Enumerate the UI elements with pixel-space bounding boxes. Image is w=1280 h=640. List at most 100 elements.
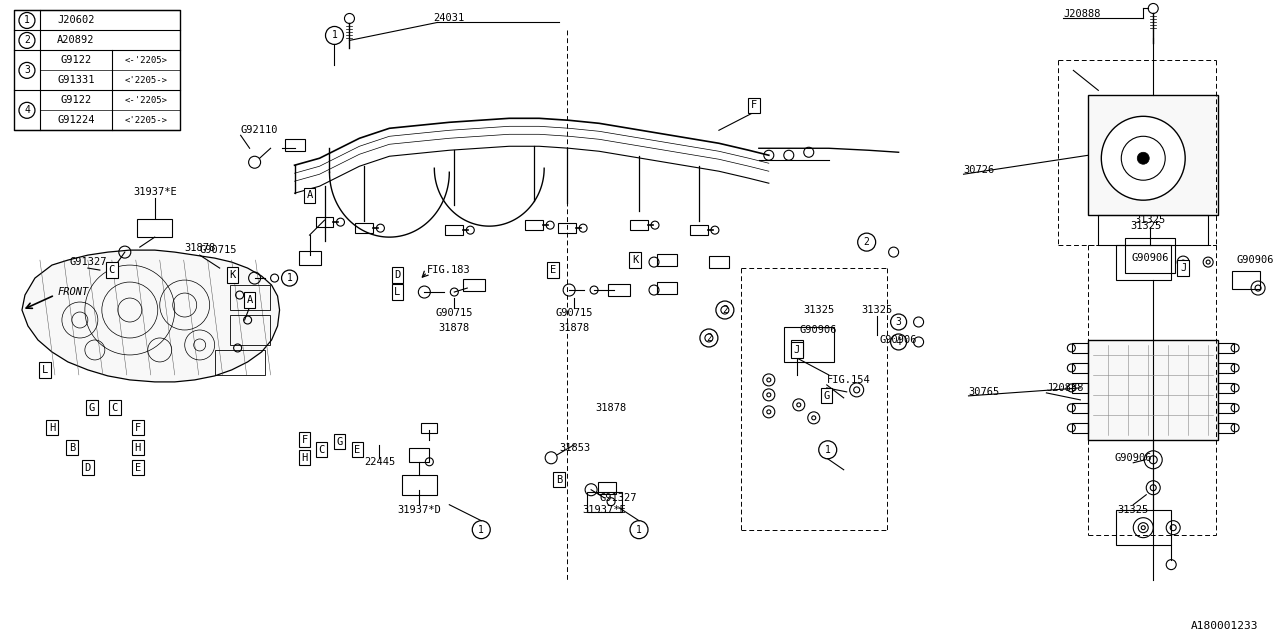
Bar — [1219, 343, 1234, 353]
Text: 4: 4 — [24, 106, 29, 115]
Bar — [630, 220, 648, 230]
Bar — [356, 223, 374, 233]
Text: C: C — [111, 403, 118, 413]
Bar — [1219, 423, 1234, 433]
Bar — [1116, 245, 1171, 280]
Text: 31937*E: 31937*E — [582, 505, 626, 515]
Text: 31325: 31325 — [803, 305, 835, 315]
Text: K: K — [229, 270, 236, 280]
Text: G91327: G91327 — [69, 257, 106, 267]
Text: L: L — [42, 365, 49, 375]
Text: 31325: 31325 — [861, 305, 892, 315]
Text: E: E — [550, 265, 557, 275]
Text: 1: 1 — [287, 273, 293, 283]
Bar — [1219, 363, 1234, 373]
Text: 30726: 30726 — [964, 165, 995, 175]
Text: FRONT: FRONT — [58, 287, 90, 297]
Text: G90715: G90715 — [200, 245, 237, 255]
Bar — [558, 223, 576, 233]
Text: J20602: J20602 — [58, 15, 95, 26]
Text: 31937*E: 31937*E — [133, 187, 177, 197]
Text: 31325: 31325 — [1117, 505, 1149, 515]
Bar — [586, 492, 622, 512]
Text: B: B — [69, 443, 76, 453]
Text: F: F — [750, 100, 756, 110]
Text: H: H — [301, 452, 307, 463]
Text: D: D — [394, 270, 401, 280]
Bar — [215, 350, 265, 375]
Circle shape — [1101, 116, 1185, 200]
Text: J: J — [794, 343, 800, 353]
Text: H: H — [134, 443, 141, 453]
Text: G91331: G91331 — [58, 76, 95, 85]
Text: K: K — [632, 255, 639, 265]
Text: H: H — [49, 423, 55, 433]
Text: 4: 4 — [896, 337, 901, 347]
Text: <-'2205>: <-'2205> — [124, 96, 168, 105]
Bar — [410, 448, 429, 462]
Text: F: F — [301, 435, 307, 445]
Bar — [1073, 403, 1088, 413]
Text: G9122: G9122 — [60, 95, 91, 106]
Text: 30765: 30765 — [969, 387, 1000, 397]
Text: FIG.183: FIG.183 — [428, 265, 471, 275]
Bar — [1088, 95, 1219, 215]
Text: A20892: A20892 — [58, 35, 95, 45]
Text: <'2205->: <'2205-> — [124, 76, 168, 85]
Text: E: E — [134, 463, 141, 473]
Bar — [14, 10, 179, 131]
Bar — [657, 282, 677, 294]
Text: G: G — [823, 391, 829, 401]
Text: G90906: G90906 — [879, 335, 918, 345]
Bar — [1073, 343, 1088, 353]
Text: G92110: G92110 — [241, 125, 278, 135]
Bar — [445, 225, 463, 235]
Bar — [783, 328, 833, 362]
Text: C: C — [319, 445, 325, 455]
Text: 31878: 31878 — [558, 323, 590, 333]
Text: 1: 1 — [332, 31, 338, 40]
Bar — [1073, 363, 1088, 373]
Bar — [608, 284, 630, 296]
Text: 31325: 31325 — [1130, 221, 1162, 231]
Text: 2: 2 — [722, 305, 728, 315]
Bar — [421, 423, 438, 433]
Bar — [690, 225, 708, 235]
Text: E: E — [355, 445, 361, 455]
Bar — [1116, 509, 1171, 545]
Polygon shape — [22, 250, 279, 382]
Text: G: G — [337, 437, 343, 447]
Bar — [1098, 215, 1208, 245]
Text: 1: 1 — [824, 445, 831, 455]
Circle shape — [1137, 152, 1149, 164]
Text: 24031: 24031 — [434, 13, 465, 24]
Text: J: J — [794, 345, 800, 355]
Text: D: D — [84, 463, 91, 473]
Text: L: L — [394, 287, 401, 297]
Bar — [1088, 340, 1219, 440]
Text: C: C — [109, 265, 115, 275]
Bar — [598, 482, 616, 493]
Text: G90715: G90715 — [556, 308, 593, 318]
Text: <-'2205>: <-'2205> — [124, 56, 168, 65]
Text: 31853: 31853 — [559, 443, 590, 453]
Text: 31325: 31325 — [1134, 215, 1166, 225]
Bar — [1125, 237, 1175, 273]
Text: G90906: G90906 — [1115, 452, 1152, 463]
Bar — [1073, 383, 1088, 393]
Bar — [137, 219, 173, 237]
Text: A: A — [306, 190, 312, 200]
Text: A180001233: A180001233 — [1190, 621, 1258, 630]
Text: F: F — [134, 423, 141, 433]
Text: 2: 2 — [24, 35, 29, 45]
Text: B: B — [556, 475, 562, 484]
Bar — [525, 220, 543, 230]
Bar — [1219, 383, 1234, 393]
Text: 31878: 31878 — [439, 323, 470, 333]
Text: 22445: 22445 — [364, 457, 396, 467]
Text: 2: 2 — [707, 333, 712, 343]
Text: G: G — [88, 403, 95, 413]
Text: 31937*D: 31937*D — [398, 505, 442, 515]
Text: 1: 1 — [479, 525, 484, 534]
Bar — [709, 256, 728, 268]
